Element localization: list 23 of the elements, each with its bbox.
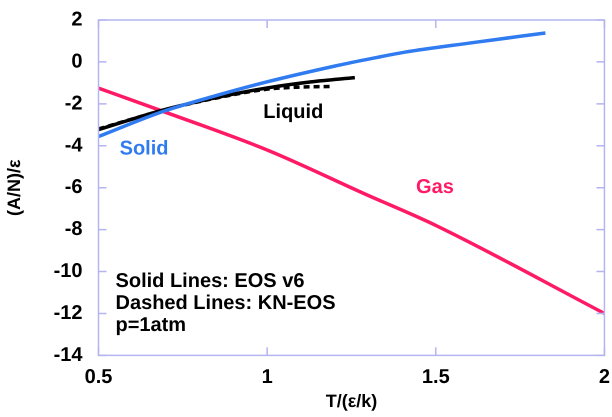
y-tick-label: -4	[64, 134, 84, 156]
y-tick-label: -10	[54, 260, 83, 282]
y-tick-label: -2	[64, 92, 83, 114]
x-tick-label: 1	[262, 366, 273, 388]
series-label: Liquid	[263, 100, 324, 123]
y-tick-label: -14	[54, 344, 84, 366]
annotation: Dashed Lines: KN-EOS	[116, 292, 336, 314]
annotation: p=1atm	[116, 314, 186, 336]
y-tick-label: 0	[71, 50, 83, 72]
annotation: Solid Lines: EOS v6	[116, 270, 304, 292]
series-label: Gas	[416, 176, 454, 198]
series-label: Solid	[120, 138, 168, 160]
x-tick-label: 1.5	[422, 366, 450, 388]
x-tick-label: 0.5	[84, 366, 112, 388]
y-tick-label: -12	[54, 302, 83, 324]
y-tick-label: 2	[71, 8, 83, 31]
y-tick-label: -6	[64, 176, 83, 198]
y-axis-title: (A/N)/ε	[4, 158, 24, 216]
x-axis-title: T/(ε/k)	[326, 391, 378, 412]
x-tick-label: 2	[598, 366, 610, 388]
line-series	[98, 86, 604, 316]
line-series	[98, 31, 548, 138]
y-tick-label: -8	[64, 218, 83, 240]
